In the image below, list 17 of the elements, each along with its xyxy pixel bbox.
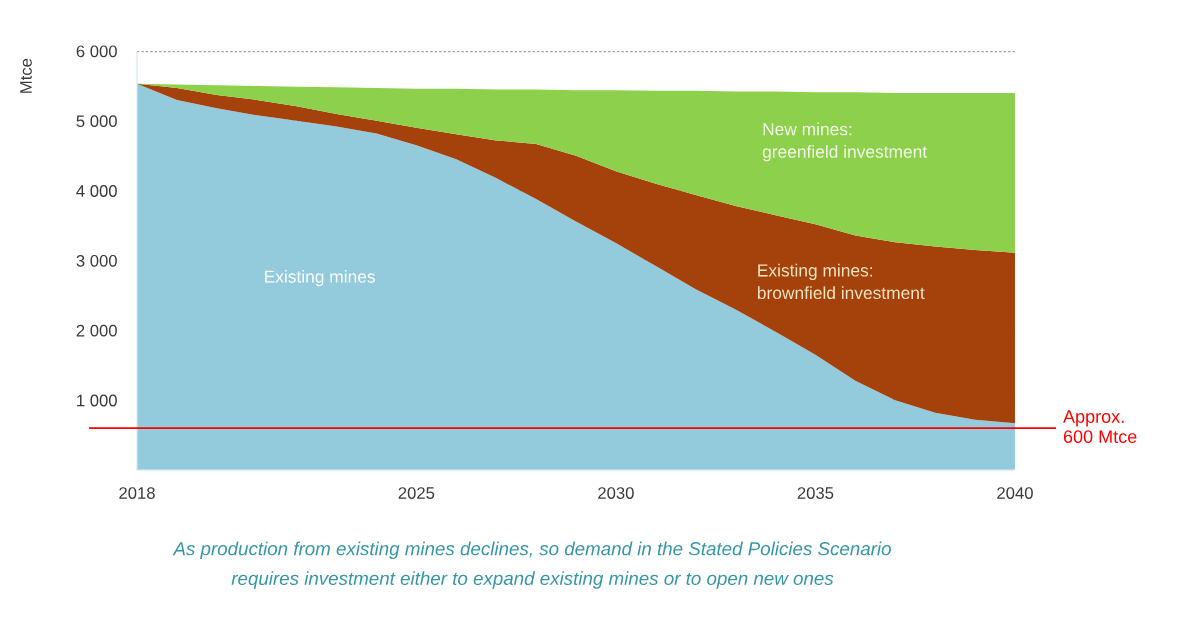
y-tick-label: 1 000 <box>77 394 117 407</box>
y-tick-label: 4 000 <box>76 185 117 197</box>
y-tick-label: 5 000 <box>76 115 117 128</box>
y-tick-label: 2 000 <box>76 324 117 337</box>
text: As production from existing mines declines, so demand in the Stated Policies Scenario requires investment either to expand existing mines or to open new ones <box>172 541 891 589</box>
x-tick-label: 2025 <box>398 487 435 499</box>
x-tick-label: 2035 <box>797 487 834 499</box>
y-axis-title: Mtce <box>20 58 32 93</box>
series-label: Existing mines <box>265 270 375 287</box>
y-tick-label: 3 000 <box>76 254 117 267</box>
series-label: Existing mines: brownfield investment <box>757 263 925 300</box>
series-label: New mines: greenfield investment <box>762 122 928 162</box>
x-tick-label: 2040 <box>997 487 1033 499</box>
x-tick-label: 2030 <box>598 487 634 499</box>
y-tick-label: 6 000 <box>76 45 117 58</box>
ref-line-label: Approx. 600 Mtce <box>1063 410 1137 444</box>
x-tick-label: 2018 <box>119 487 155 499</box>
